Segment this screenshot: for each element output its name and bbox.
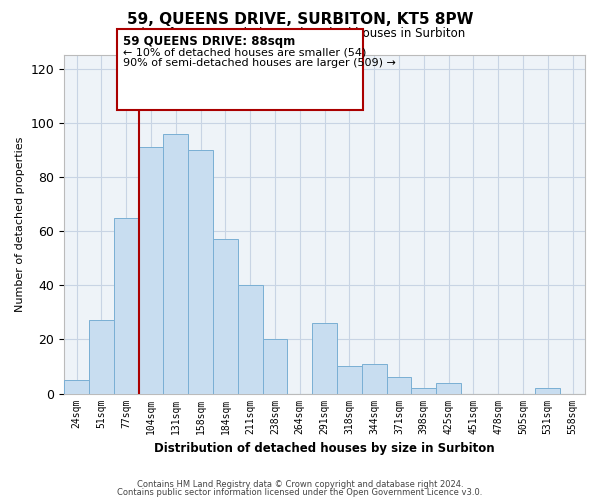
Bar: [188, 150, 213, 394]
Bar: [386, 378, 412, 394]
Text: ← 10% of detached houses are smaller (54): ← 10% of detached houses are smaller (54…: [123, 47, 366, 57]
Bar: [312, 323, 337, 394]
Bar: [139, 147, 163, 394]
Text: 59 QUEENS DRIVE: 88sqm: 59 QUEENS DRIVE: 88sqm: [123, 35, 295, 48]
Bar: [337, 366, 362, 394]
Bar: [114, 218, 139, 394]
Text: Size of property relative to detached houses in Surbiton: Size of property relative to detached ho…: [134, 28, 466, 40]
Text: Contains HM Land Registry data © Crown copyright and database right 2024.: Contains HM Land Registry data © Crown c…: [137, 480, 463, 489]
Bar: [238, 285, 263, 394]
Bar: [263, 340, 287, 394]
Text: 90% of semi-detached houses are larger (509) →: 90% of semi-detached houses are larger (…: [123, 58, 396, 68]
Y-axis label: Number of detached properties: Number of detached properties: [15, 136, 25, 312]
Bar: [535, 388, 560, 394]
Bar: [163, 134, 188, 394]
Bar: [89, 320, 114, 394]
Bar: [213, 239, 238, 394]
Bar: [362, 364, 386, 394]
Bar: [436, 382, 461, 394]
X-axis label: Distribution of detached houses by size in Surbiton: Distribution of detached houses by size …: [154, 442, 495, 455]
Text: Contains public sector information licensed under the Open Government Licence v3: Contains public sector information licen…: [118, 488, 482, 497]
Text: 59, QUEENS DRIVE, SURBITON, KT5 8PW: 59, QUEENS DRIVE, SURBITON, KT5 8PW: [127, 12, 473, 28]
Bar: [412, 388, 436, 394]
Bar: [64, 380, 89, 394]
